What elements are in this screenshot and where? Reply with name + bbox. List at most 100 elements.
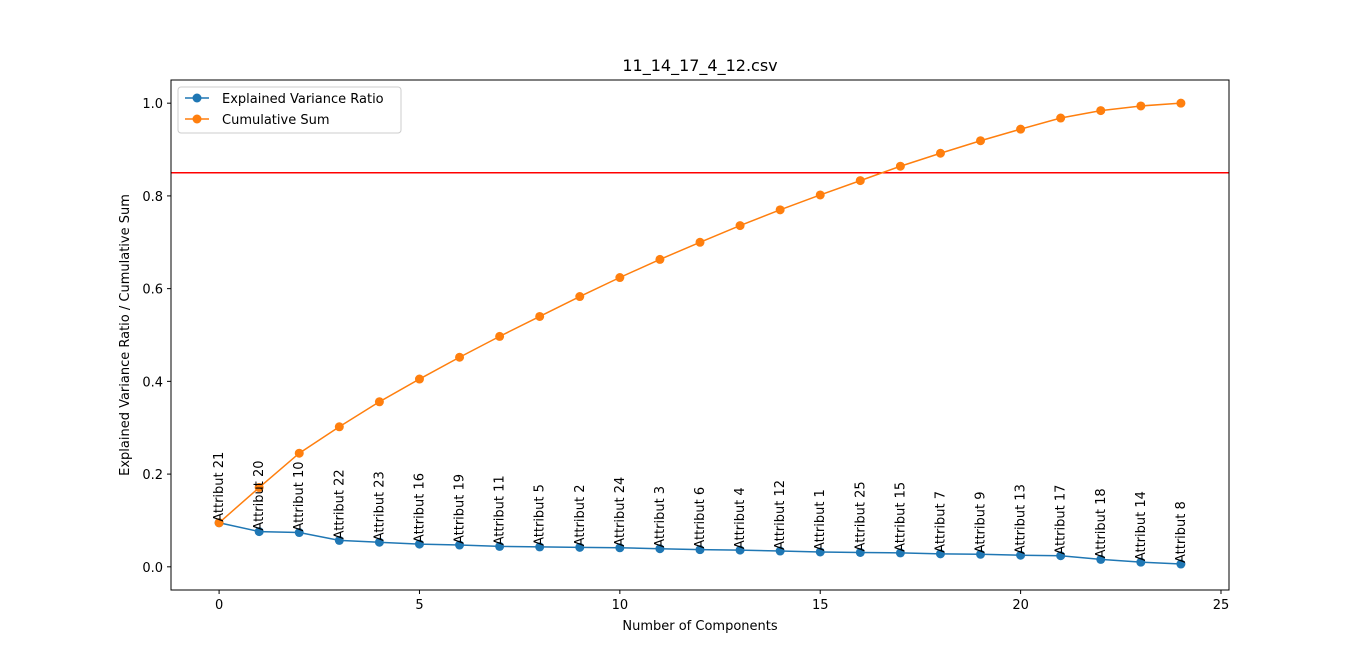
series-0-point: [695, 545, 705, 555]
y-tick-label: 1.0: [142, 97, 163, 112]
series-0-point: [455, 540, 465, 550]
series-1-point: [935, 148, 945, 158]
point-annotation: Attribut 17: [1054, 485, 1069, 555]
series-0-point: [1016, 550, 1026, 560]
point-annotation: Attribut 12: [773, 480, 788, 550]
point-annotation: Attribut 16: [412, 473, 427, 543]
y-tick-label: 0.0: [142, 561, 163, 576]
series-1-point: [214, 518, 224, 528]
series-1-point: [815, 190, 825, 200]
point-annotation: Attribut 10: [292, 461, 307, 531]
x-tick-label: 5: [415, 598, 423, 613]
y-tick-label: 0.8: [142, 190, 163, 205]
point-annotation: Attribut 23: [372, 471, 387, 541]
series-1-point: [895, 161, 905, 171]
series-line-1: [218, 102, 1181, 524]
x-tick-label: 0: [215, 598, 223, 613]
series-1-point: [735, 221, 745, 231]
legend: Explained Variance Ratio Cumulative Sum: [177, 86, 402, 134]
x-axis-label: Number of Components: [622, 619, 777, 634]
legend-label-cumulative: Cumulative Sum: [222, 113, 330, 128]
series-1-point: [294, 448, 304, 458]
series-0-point: [1176, 559, 1186, 569]
x-tick-label: 20: [1012, 598, 1029, 613]
series-1-point: [1136, 101, 1146, 111]
point-annotation: Attribut 21: [212, 452, 227, 522]
y-tick-label: 0.4: [142, 375, 163, 390]
series-0-point: [575, 542, 585, 552]
point-annotation: Attribut 18: [1094, 488, 1109, 558]
series-0-point: [615, 543, 625, 553]
point-annotation: Attribut 14: [1134, 491, 1149, 561]
series-0-point: [1096, 554, 1106, 564]
x-tick-label: 25: [1213, 598, 1230, 613]
series-0-point: [414, 539, 424, 549]
point-annotation: Attribut 19: [453, 474, 468, 544]
point-annotation: Attribut 2: [573, 485, 588, 547]
series-1-point: [535, 311, 545, 321]
series-1-point: [455, 352, 465, 362]
series-1-point: [775, 205, 785, 215]
plot-frame: [170, 79, 1230, 591]
point-annotation: Attribut 13: [1014, 484, 1029, 554]
series-0-point: [976, 549, 986, 559]
series-1-point: [655, 254, 665, 264]
point-annotation: Attribut 25: [853, 481, 868, 551]
series-1-point: [1016, 124, 1026, 134]
series-1-point: [855, 176, 865, 186]
x-tick-label: 10: [612, 598, 629, 613]
series-0-point: [895, 548, 905, 558]
point-annotation: Attribut 24: [613, 477, 628, 547]
series-0-point: [294, 528, 304, 538]
series-0-point: [1136, 557, 1146, 567]
series-0-point: [775, 546, 785, 556]
point-annotation: Attribut 8: [1174, 501, 1189, 563]
series-1-point: [414, 374, 424, 384]
point-annotation: Attribut 7: [933, 491, 948, 553]
point-annotation: Attribut 11: [493, 475, 508, 545]
legend-label-explained: Explained Variance Ratio: [222, 92, 384, 107]
series-1-point: [575, 292, 585, 302]
y-tick-label: 0.6: [142, 283, 163, 298]
series-0-point: [374, 537, 384, 547]
plot-content: Attribut 21 Attribut 20 Attribut 10 Attribu…: [171, 98, 1229, 569]
y-tick-label: 0.2: [142, 468, 163, 483]
series-1-point: [1056, 113, 1066, 123]
point-annotation: Attribut 15: [893, 482, 908, 552]
series-1-point: [1176, 98, 1186, 108]
series-0-point: [495, 541, 505, 551]
series-1-point: [695, 237, 705, 247]
point-annotation: Attribut 9: [974, 491, 989, 553]
series-0-point: [1056, 551, 1066, 561]
point-annotation: Attribut 1: [813, 489, 828, 551]
legend-marker-cumulative: [192, 114, 202, 124]
series-0-point: [535, 542, 545, 552]
series-0-point: [815, 547, 825, 557]
point-annotation: Attribut 22: [332, 469, 347, 539]
y-axis-label: Explained Variance Ratio / Cumulative Su…: [118, 194, 133, 476]
legend-box: [177, 86, 402, 134]
series-1-point: [495, 331, 505, 341]
series-1-point: [374, 397, 384, 407]
series-0-point: [935, 549, 945, 559]
series-0-point: [254, 527, 264, 537]
series-0-point: [855, 547, 865, 557]
point-annotation: Attribut 20: [252, 461, 267, 531]
series-1-point: [1096, 106, 1106, 116]
y-axis: 0.0 0.2 0.4 0.6 0.8 1.0: [142, 97, 171, 576]
series-1-point: [976, 136, 986, 146]
series-0-point: [735, 545, 745, 555]
chart-title: 11_14_17_4_12.csv: [622, 56, 777, 76]
series-1-point: [615, 273, 625, 283]
series-0-point: [655, 544, 665, 554]
point-annotation: Attribut 5: [533, 484, 548, 546]
x-tick-label: 15: [812, 598, 829, 613]
x-axis: 0 5 10 15 20 25: [215, 590, 1229, 613]
point-annotation: Attribut 6: [693, 487, 708, 549]
series-0-point: [334, 535, 344, 545]
legend-marker-explained: [192, 93, 202, 103]
point-annotation: Attribut 4: [733, 487, 748, 549]
point-annotation: Attribut 3: [653, 486, 668, 548]
series-1-point: [254, 483, 264, 493]
